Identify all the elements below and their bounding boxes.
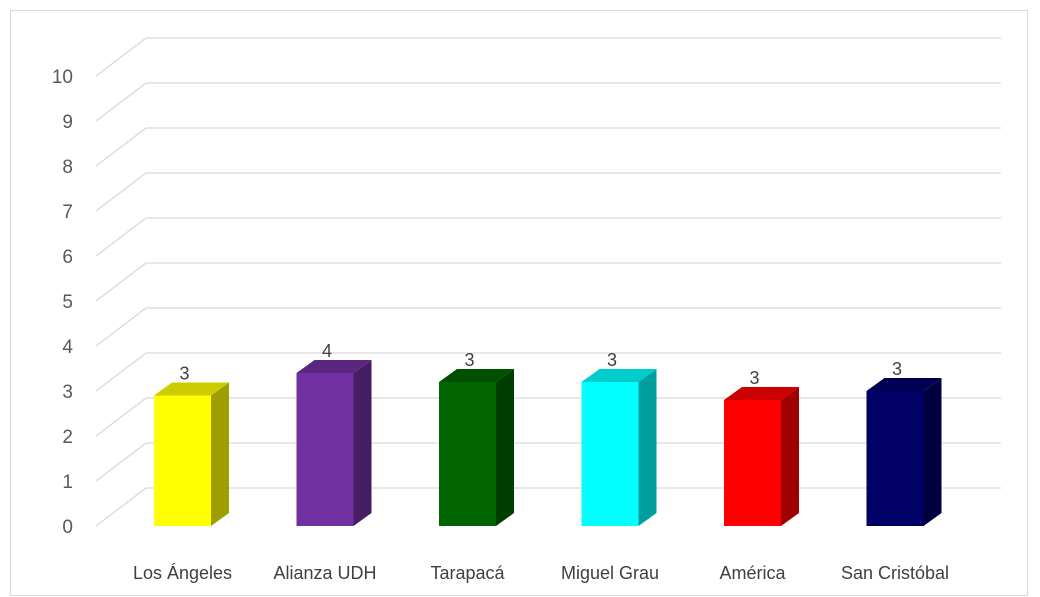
gridline-diagonal: [95, 82, 147, 122]
bar-top: [866, 378, 942, 391]
gridline-diagonal: [95, 442, 147, 482]
y-tick-label: 8: [62, 157, 73, 178]
category-label: Alianza UDH: [273, 563, 376, 583]
y-tick-label: 2: [62, 427, 73, 448]
data-label: 3: [892, 359, 902, 379]
data-label: 3: [464, 350, 474, 370]
y-tick-label: 6: [62, 247, 73, 268]
bar-side: [211, 382, 229, 526]
x-axis-categories: Los Ángeles Alianza UDH Tarapacá Miguel Gra…: [133, 563, 949, 583]
bar-top: [439, 369, 514, 382]
bar-side: [353, 360, 372, 526]
bar-chart: 0 1 2 3 4 5 6 7 8 9 10 3 4 3 3 3 3 Los Ángeles Alianza U…: [52, 37, 1001, 583]
bar: [154, 382, 229, 526]
y-tick-label: 5: [62, 292, 73, 313]
category-label: Miguel Grau: [561, 563, 659, 583]
bar-front: [724, 400, 781, 526]
bars: [154, 360, 942, 526]
y-tick-label: 9: [62, 112, 73, 133]
bar-top: [154, 382, 229, 396]
y-tick-label: 10: [52, 67, 73, 88]
data-label: 3: [749, 368, 759, 388]
bar-front: [296, 373, 354, 526]
y-tick-label: 4: [62, 337, 73, 358]
bar-front: [439, 382, 496, 526]
gridline-diagonal: [95, 262, 147, 302]
bar-top: [724, 387, 799, 400]
bar-side: [638, 369, 657, 526]
bar: [439, 369, 514, 526]
gridlines: [95, 37, 1001, 527]
bar-top: [581, 369, 657, 382]
data-label: 3: [179, 364, 189, 384]
y-tick-label: 0: [62, 517, 73, 538]
gridline-diagonal: [95, 307, 147, 347]
bar: [296, 360, 372, 526]
category-label: Tarapacá: [430, 563, 505, 583]
bar: [724, 387, 799, 526]
gridline-diagonal: [95, 397, 147, 437]
bar: [581, 369, 657, 526]
bar-side: [496, 369, 514, 526]
bar-side: [923, 378, 942, 526]
gridline-diagonal: [95, 127, 147, 167]
bar-front: [866, 391, 924, 526]
gridline-diagonal: [95, 37, 147, 77]
category-label: Los Ángeles: [133, 563, 232, 583]
category-label: América: [719, 563, 786, 583]
chart-frame: 0 1 2 3 4 5 6 7 8 9 10 3 4 3 3 3 3 Los Ángeles Alianza U…: [10, 10, 1028, 596]
y-tick-label: 3: [62, 382, 73, 403]
gridline-diagonal: [95, 217, 147, 257]
bar: [866, 378, 942, 526]
gridline-diagonal: [95, 352, 147, 392]
bar-side: [781, 387, 799, 526]
data-labels: 3 4 3 3 3 3: [179, 341, 902, 388]
bar-front: [154, 395, 211, 526]
gridline-diagonal: [95, 172, 147, 212]
data-label: 3: [607, 350, 617, 370]
bar-top: [296, 360, 372, 373]
category-label: San Cristóbal: [841, 563, 949, 583]
bar-front: [581, 382, 639, 526]
data-label: 4: [322, 341, 332, 361]
gridline-diagonal: [95, 487, 147, 527]
y-tick-label: 7: [62, 202, 73, 223]
y-axis-ticks: 0 1 2 3 4 5 6 7 8 9 10: [52, 67, 74, 538]
y-tick-label: 1: [62, 472, 73, 493]
